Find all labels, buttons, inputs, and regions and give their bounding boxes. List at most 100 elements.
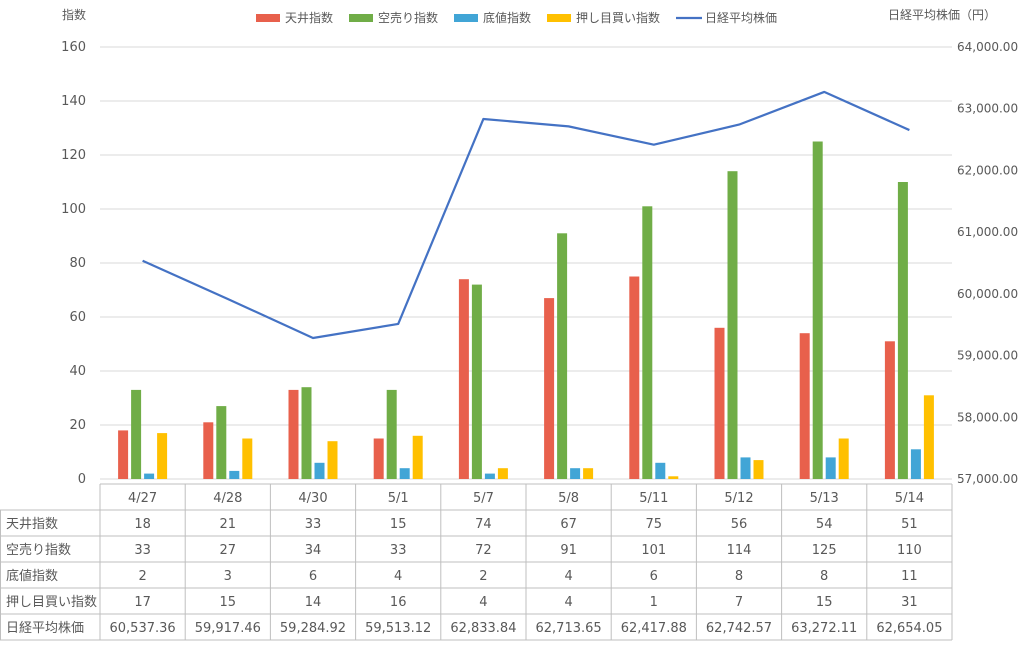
bar — [897, 182, 908, 479]
table-cell: 33 — [305, 517, 322, 532]
right-tick-label: 61,000.00 — [957, 225, 1018, 239]
table-cell: 67 — [560, 517, 577, 532]
table-cell: 62,742.57 — [706, 621, 772, 636]
table-cell: 2 — [138, 569, 146, 584]
table-cell: 62,713.65 — [536, 621, 602, 636]
table-row-label: 押し目買い指数 — [6, 595, 97, 610]
category-label: 5/7 — [473, 491, 494, 506]
bar — [727, 171, 738, 479]
legend-swatch — [454, 14, 478, 22]
table-cell: 21 — [220, 517, 237, 532]
right-tick-label: 63,000.00 — [957, 102, 1018, 116]
left-tick-label: 80 — [69, 256, 86, 271]
table-cell: 17 — [134, 595, 151, 610]
category-label: 4/30 — [298, 491, 327, 506]
legend-label: 天井指数 — [285, 10, 333, 25]
table-cell: 2 — [479, 569, 487, 584]
table-cell: 1 — [650, 595, 658, 610]
table-cell: 15 — [220, 595, 237, 610]
bar — [668, 476, 679, 479]
line-layer — [142, 90, 910, 340]
bar — [216, 406, 227, 479]
category-label: 5/11 — [639, 491, 668, 506]
bar — [471, 284, 482, 479]
table-cell: 110 — [897, 543, 922, 558]
bar — [910, 449, 921, 479]
table-cell: 54 — [816, 517, 833, 532]
bar — [825, 457, 836, 479]
legend-label: 押し目買い指数 — [576, 10, 660, 25]
table-row-label: 天井指数 — [6, 517, 58, 532]
legend-swatch — [256, 14, 280, 22]
legend-swatch — [349, 14, 373, 22]
right-tick-label: 57,000.00 — [957, 472, 1018, 486]
table-cell: 15 — [816, 595, 833, 610]
bar — [118, 430, 129, 479]
bar — [740, 457, 751, 479]
left-axis: 0 20 40 60 80 100 120 140 160 — [61, 40, 86, 487]
table-cell: 4 — [564, 595, 572, 610]
table-row-label: 底値指数 — [6, 568, 58, 584]
right-tick-label: 64,000.00 — [957, 40, 1018, 54]
bar — [242, 438, 253, 479]
table-cell: 31 — [901, 595, 918, 610]
category-label: 5/1 — [388, 491, 409, 506]
table-cell: 11 — [901, 569, 918, 584]
left-tick-label: 60 — [69, 310, 86, 325]
right-axis: 57,000.00 58,000.00 59,000.00 60,000.00 61,0… — [957, 40, 1018, 486]
bar — [642, 206, 653, 480]
data-table: 4/27 4/28 4/30 5/1 5/7 5/8 5/11 5/12 5/13 5/14 天井指… — [0, 483, 953, 641]
table-cell: 62,833.84 — [450, 621, 516, 636]
category-label: 4/28 — [213, 491, 242, 506]
table-cell: 33 — [134, 543, 151, 558]
category-label: 4/27 — [128, 491, 157, 506]
left-axis-title: 指数 — [62, 7, 86, 22]
bar — [131, 389, 142, 479]
gridlines — [100, 46, 952, 480]
bar — [157, 433, 168, 479]
category-label: 5/8 — [558, 491, 579, 506]
bar — [629, 276, 640, 479]
legend-label: 空売り指数 — [378, 10, 438, 25]
bar — [838, 438, 849, 479]
table-row-label: 空売り指数 — [6, 542, 71, 558]
right-tick-label: 62,000.00 — [957, 163, 1018, 177]
left-tick-label: 20 — [69, 418, 86, 433]
bar — [144, 473, 155, 479]
left-tick-label: 40 — [69, 364, 86, 379]
table-cell: 74 — [475, 517, 492, 532]
table-cell: 8 — [820, 569, 828, 584]
table-cell: 3 — [224, 569, 232, 584]
table-cell: 8 — [735, 569, 743, 584]
bar — [557, 233, 568, 479]
bar — [544, 298, 555, 479]
table-cell: 33 — [390, 543, 407, 558]
left-tick-label: 160 — [61, 40, 86, 55]
left-tick-label: 120 — [61, 148, 86, 163]
table-cell: 75 — [646, 517, 663, 532]
table-cell: 59,513.12 — [365, 621, 431, 636]
table-cell: 18 — [134, 517, 151, 532]
bar — [373, 438, 384, 479]
bar — [570, 468, 581, 479]
left-tick-label: 0 — [78, 472, 86, 487]
legend-swatch — [547, 14, 571, 22]
right-tick-label: 59,000.00 — [957, 349, 1018, 363]
table-cell: 62,654.05 — [876, 621, 942, 636]
legend-label: 日経平均株価 — [705, 10, 777, 25]
table-cell: 34 — [305, 543, 322, 558]
legend: 天井指数 空売り指数 底値指数 押し目買い指数 日経平均株価 — [256, 10, 777, 25]
table-cell: 4 — [394, 569, 402, 584]
bar — [753, 460, 764, 479]
table-cell: 114 — [727, 543, 752, 558]
bars — [118, 141, 934, 480]
bar — [386, 389, 397, 479]
bar — [655, 462, 666, 479]
table-cell: 6 — [309, 569, 317, 584]
bar — [923, 395, 934, 479]
table-cell: 15 — [390, 517, 407, 532]
table-cell: 14 — [305, 595, 322, 610]
bar — [583, 468, 594, 479]
category-label: 5/13 — [810, 491, 839, 506]
